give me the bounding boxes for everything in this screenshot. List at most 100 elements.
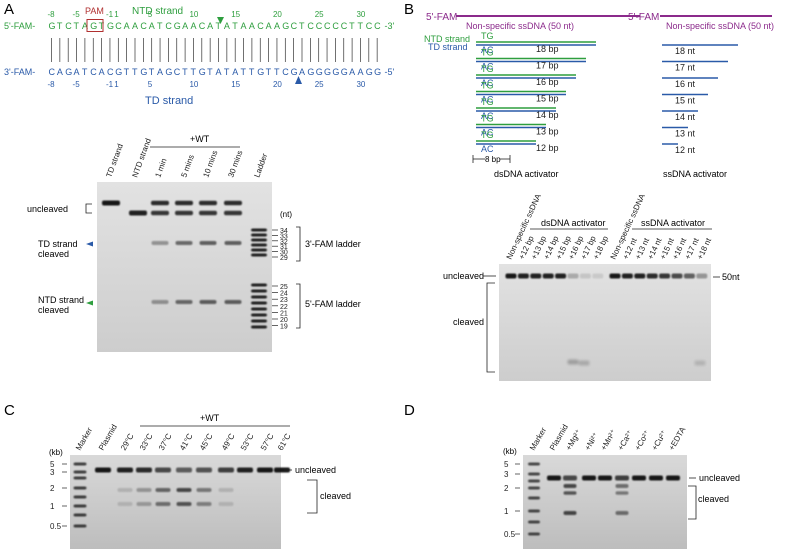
- td-base: G: [257, 67, 264, 77]
- td-base: T: [190, 67, 196, 77]
- ntd-base: C: [140, 21, 147, 31]
- band-uncleaved: [634, 273, 646, 279]
- gel-a-lane-label: 10 mins: [201, 149, 219, 178]
- band-uncleaved: [530, 273, 542, 279]
- gel-c-lane-label: 29°C: [119, 432, 136, 452]
- ntd-base: C: [257, 21, 264, 31]
- ntd-position-number: -8: [48, 10, 56, 19]
- td-base: G: [366, 67, 373, 77]
- ntd-base: G: [90, 21, 97, 31]
- gel-c-lane-label: 57°C: [259, 432, 276, 452]
- band-td-uncleaved: [102, 200, 120, 206]
- band-uncleaved-upper: [151, 200, 169, 206]
- ntd-base: C: [165, 21, 172, 31]
- ladder-3-label: 3'-FAM ladder: [305, 239, 361, 249]
- ladder-3-tick: 33: [280, 233, 288, 240]
- ntd-base: T: [157, 21, 163, 31]
- nonspecific-label-ss: Non-specific ssDNA (50 nt): [666, 21, 774, 31]
- band-td-cleaved: [224, 241, 242, 245]
- ss-length-label: 17 nt: [675, 63, 696, 73]
- band-cleaved-upper: [155, 488, 171, 492]
- td-base: T: [182, 67, 188, 77]
- panel-a-letter: A: [4, 1, 14, 18]
- pam-label: PAM: [85, 6, 104, 16]
- band-ladder: [251, 283, 267, 287]
- gel-c-lane-labels: Marker Plasmid 29°C 33°C 37°C 41°C 45°C 49°C 53°…: [74, 423, 293, 452]
- band-marker: [528, 479, 540, 483]
- td-cleaved-label-1: TD strand: [38, 239, 78, 249]
- ds-length-label: 17 bp: [536, 61, 559, 71]
- band-marker: [528, 486, 540, 490]
- band-ladder: [251, 313, 267, 317]
- ntd-base: C: [115, 21, 122, 31]
- gel-d-marker-label: 2: [504, 484, 509, 493]
- band-cleaved-lower: [218, 502, 234, 506]
- ntd-base: A: [241, 21, 247, 31]
- band-cleaved-lower: [176, 502, 192, 506]
- gel-c-bands: [73, 462, 290, 528]
- ds-length-label: 13 bp: [536, 127, 559, 137]
- band-uncleaved-lower: [199, 210, 217, 216]
- band-uncleaved-lower: [175, 210, 193, 216]
- gel-c-cleaved-bracket: [307, 479, 318, 514]
- band-marker: [528, 496, 540, 500]
- ladder-5-tick: 24: [280, 291, 288, 298]
- ntd-cleavage-arrow-icon: [217, 17, 224, 24]
- ds-caption: dsDNA activator: [494, 169, 559, 179]
- td-base: G: [140, 67, 147, 77]
- ntd-base: A: [207, 21, 213, 31]
- ss-length-label: 18 nt: [675, 46, 696, 56]
- base-pair-lines: [51, 38, 378, 62]
- gel-b-image: [499, 264, 711, 381]
- ntd-base: T: [299, 21, 305, 31]
- ds-ac-label: AC: [481, 78, 494, 88]
- td-base: C: [90, 67, 97, 77]
- band-ladder: [251, 248, 267, 252]
- td-base: A: [232, 67, 238, 77]
- td-seq-prefix: 3'-FAM-: [4, 67, 35, 77]
- ladder-3-tick: 29: [280, 255, 288, 262]
- ntd-base: C: [332, 21, 339, 31]
- ds-tg-label: TG: [481, 31, 494, 41]
- td-base: G: [316, 67, 323, 77]
- ntd-base: C: [341, 21, 348, 31]
- band-cleaved-upper: [563, 484, 577, 488]
- td-cleavage-arrow-icon: [295, 76, 302, 84]
- band-uncleaved: [649, 475, 663, 481]
- ladder-3-tick: 31: [280, 244, 288, 251]
- band-ladder: [251, 289, 267, 293]
- band-cleaved-upper: [615, 484, 629, 488]
- ds-length-label: 12 bp: [536, 143, 559, 153]
- gel-a-lane-labels: TD strand NTD strand 1 min 5 mins 10 mins 30 …: [104, 137, 269, 179]
- band-uncleaved: [196, 467, 212, 473]
- gel-c-marker-labels: 53 2 1 0.5: [50, 460, 67, 531]
- td-base: A: [157, 67, 163, 77]
- gel-d-lane-label: +Cu²⁺: [650, 429, 669, 452]
- td-position-numbers: -8 -5 -1 1 5 10 15 20 25 30: [48, 80, 366, 89]
- band-ntd-cleaved: [175, 300, 193, 304]
- panel-c: C +WT Marker Plasmid 29°C 33°C 37°C 41°C 45°C 4…: [4, 402, 351, 549]
- td-position-number: 10: [189, 80, 198, 89]
- band-marker: [528, 520, 540, 524]
- gel-d-marker-label: 1: [504, 507, 509, 516]
- td-base: T: [274, 67, 280, 77]
- td-base: C: [49, 67, 56, 77]
- td-base: T: [82, 67, 88, 77]
- band-uncleaved: [696, 273, 708, 279]
- gel-c-wt-label: +WT: [200, 413, 220, 423]
- td-position-number: 15: [231, 80, 240, 89]
- band-uncleaved: [659, 273, 671, 279]
- ds-ac-label: AC: [481, 111, 494, 121]
- band-cleaved-upper: [176, 488, 192, 492]
- band-cleaved-upper: [136, 488, 152, 492]
- ntd-base: C: [374, 21, 381, 31]
- gel-c-marker-label: 5: [50, 460, 55, 469]
- band-ntd-cleaved: [224, 300, 242, 304]
- gel-b-ds-title: dsDNA activator: [541, 218, 606, 228]
- ntd-base: A: [82, 21, 88, 31]
- ntd-position-number: -5: [73, 10, 81, 19]
- ntd-position-number: -1: [106, 10, 114, 19]
- ntd-base: T: [216, 21, 222, 31]
- td-seq-suffix: -5': [385, 67, 395, 77]
